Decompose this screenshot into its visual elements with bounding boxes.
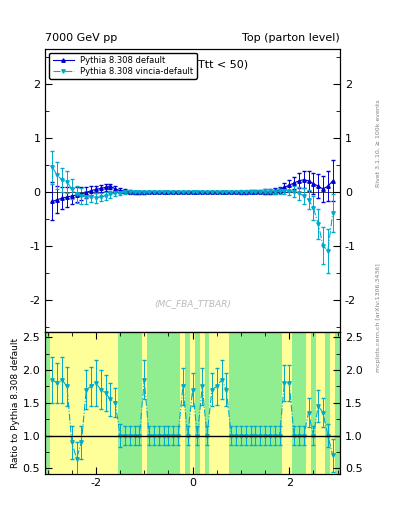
Pythia 8.308 vincia-default — [195, 188, 200, 195]
Bar — [224, 332, 229, 474]
Y-axis label: Ratio to Pythia 8.308 default: Ratio to Pythia 8.308 default — [11, 338, 20, 468]
Pythia 8.308 default — [94, 186, 98, 193]
Pythia 8.308 vincia-default — [331, 210, 335, 216]
Text: 7000 GeV pp: 7000 GeV pp — [45, 33, 118, 44]
Pythia 8.308 default — [301, 177, 306, 183]
Bar — [321, 332, 325, 474]
Bar — [69, 332, 74, 474]
Pythia 8.308 default — [331, 178, 335, 184]
Text: (MC_FBA_TTBAR): (MC_FBA_TTBAR) — [154, 299, 231, 308]
Pythia 8.308 default — [195, 188, 200, 195]
Bar — [214, 332, 219, 474]
Bar — [98, 332, 103, 474]
Bar — [64, 332, 69, 474]
Pythia 8.308 vincia-default — [60, 177, 64, 183]
Pythia 8.308 default — [253, 188, 258, 195]
Bar — [142, 332, 147, 474]
Legend: Pythia 8.308 default, Pythia 8.308 vincia-default: Pythia 8.308 default, Pythia 8.308 vinci… — [50, 53, 196, 79]
Line: Pythia 8.308 vincia-default: Pythia 8.308 vincia-default — [51, 165, 334, 253]
Bar — [79, 332, 84, 474]
Bar — [200, 332, 205, 474]
Bar — [316, 332, 321, 474]
Bar — [84, 332, 89, 474]
Pythia 8.308 vincia-default — [325, 248, 330, 254]
Pythia 8.308 vincia-default — [253, 188, 258, 195]
Text: Top (parton level): Top (parton level) — [242, 33, 340, 44]
Bar — [282, 332, 287, 474]
Pythia 8.308 default — [60, 195, 64, 201]
Pythia 8.308 vincia-default — [50, 164, 55, 170]
Bar — [103, 332, 108, 474]
Pythia 8.308 default — [79, 191, 84, 197]
Pythia 8.308 vincia-default — [94, 195, 98, 201]
Pythia 8.308 vincia-default — [123, 189, 127, 195]
Bar — [108, 332, 113, 474]
Bar — [219, 332, 224, 474]
Pythia 8.308 default — [50, 198, 55, 204]
Text: y (t̅tbar) (pTtt < 50): y (t̅tbar) (pTtt < 50) — [137, 60, 248, 70]
Bar — [209, 332, 214, 474]
Line: Pythia 8.308 default: Pythia 8.308 default — [51, 178, 334, 203]
Bar — [113, 332, 118, 474]
Text: mcplots.cern.ch [arXiv:1306.3436]: mcplots.cern.ch [arXiv:1306.3436] — [376, 263, 380, 372]
Bar — [330, 332, 335, 474]
Bar — [94, 332, 98, 474]
Pythia 8.308 vincia-default — [79, 193, 84, 199]
Bar — [89, 332, 94, 474]
Bar — [74, 332, 79, 474]
Pythia 8.308 default — [123, 188, 127, 194]
Bar — [55, 332, 60, 474]
Bar — [190, 332, 195, 474]
Bar — [50, 332, 55, 474]
Bar — [180, 332, 185, 474]
Bar — [287, 332, 292, 474]
Bar — [306, 332, 311, 474]
Text: Rivet 3.1.10, ≥ 100k events: Rivet 3.1.10, ≥ 100k events — [376, 99, 380, 187]
Bar — [60, 332, 64, 474]
